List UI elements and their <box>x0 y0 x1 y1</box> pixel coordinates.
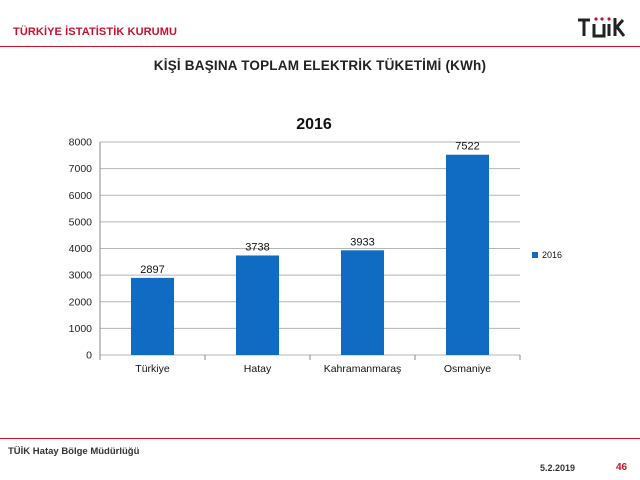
y-tick-label: 8000 <box>69 137 93 149</box>
y-tick-label: 4000 <box>69 243 93 255</box>
x-tick-label: Türkiye <box>135 363 170 375</box>
x-tick-label: Kahramanmaraş <box>324 363 402 375</box>
bar-türkiye <box>130 277 175 355</box>
y-tick-label: 6000 <box>69 190 93 202</box>
y-tick-label: 2000 <box>69 296 93 308</box>
chart-canvas: 2016 0 1000 2000 3000 4000 5000 6000 7000 8000 289… <box>69 116 521 375</box>
chart-legend: 2016 <box>532 250 562 260</box>
bar-kahramanmaraş <box>340 250 385 355</box>
legend-label: 2016 <box>542 250 563 260</box>
y-tick-label: 0 <box>86 350 92 362</box>
data-label: 2897 <box>140 264 164 276</box>
footer-date: 5.2.2019 <box>540 463 576 473</box>
x-tick-label: Osmaniye <box>444 363 491 375</box>
y-tick-label: 5000 <box>69 216 93 228</box>
footer-org: TÜİK Hatay Bölge Müdürlüğü <box>8 446 140 457</box>
bar-osmaniye <box>445 154 490 355</box>
data-label: 3933 <box>350 236 374 248</box>
data-label: 7522 <box>455 141 479 153</box>
header-divider <box>0 46 640 47</box>
bar-chart: 2016 0 1000 2000 3000 4000 5000 6000 7000 8000 289… <box>0 100 640 390</box>
y-tick-label: 7000 <box>69 163 93 175</box>
footer-divider <box>0 438 640 439</box>
data-label: 3738 <box>245 241 269 253</box>
legend-swatch <box>532 252 538 258</box>
bar-hatay <box>235 255 280 355</box>
chart-title: 2016 <box>296 116 332 133</box>
y-tick-label: 1000 <box>69 323 93 335</box>
y-tick-label: 3000 <box>69 270 93 282</box>
page-number: 46 <box>616 462 628 473</box>
header-org-name: TÜRKİYE İSTATİSTİK KURUMU <box>13 26 178 38</box>
slide-title: KİŞİ BAŞINA TOPLAM ELEKTRİK TÜKETİMİ (KW… <box>153 58 487 73</box>
x-tick-label: Hatay <box>244 363 272 375</box>
tuik-logo <box>578 17 626 38</box>
